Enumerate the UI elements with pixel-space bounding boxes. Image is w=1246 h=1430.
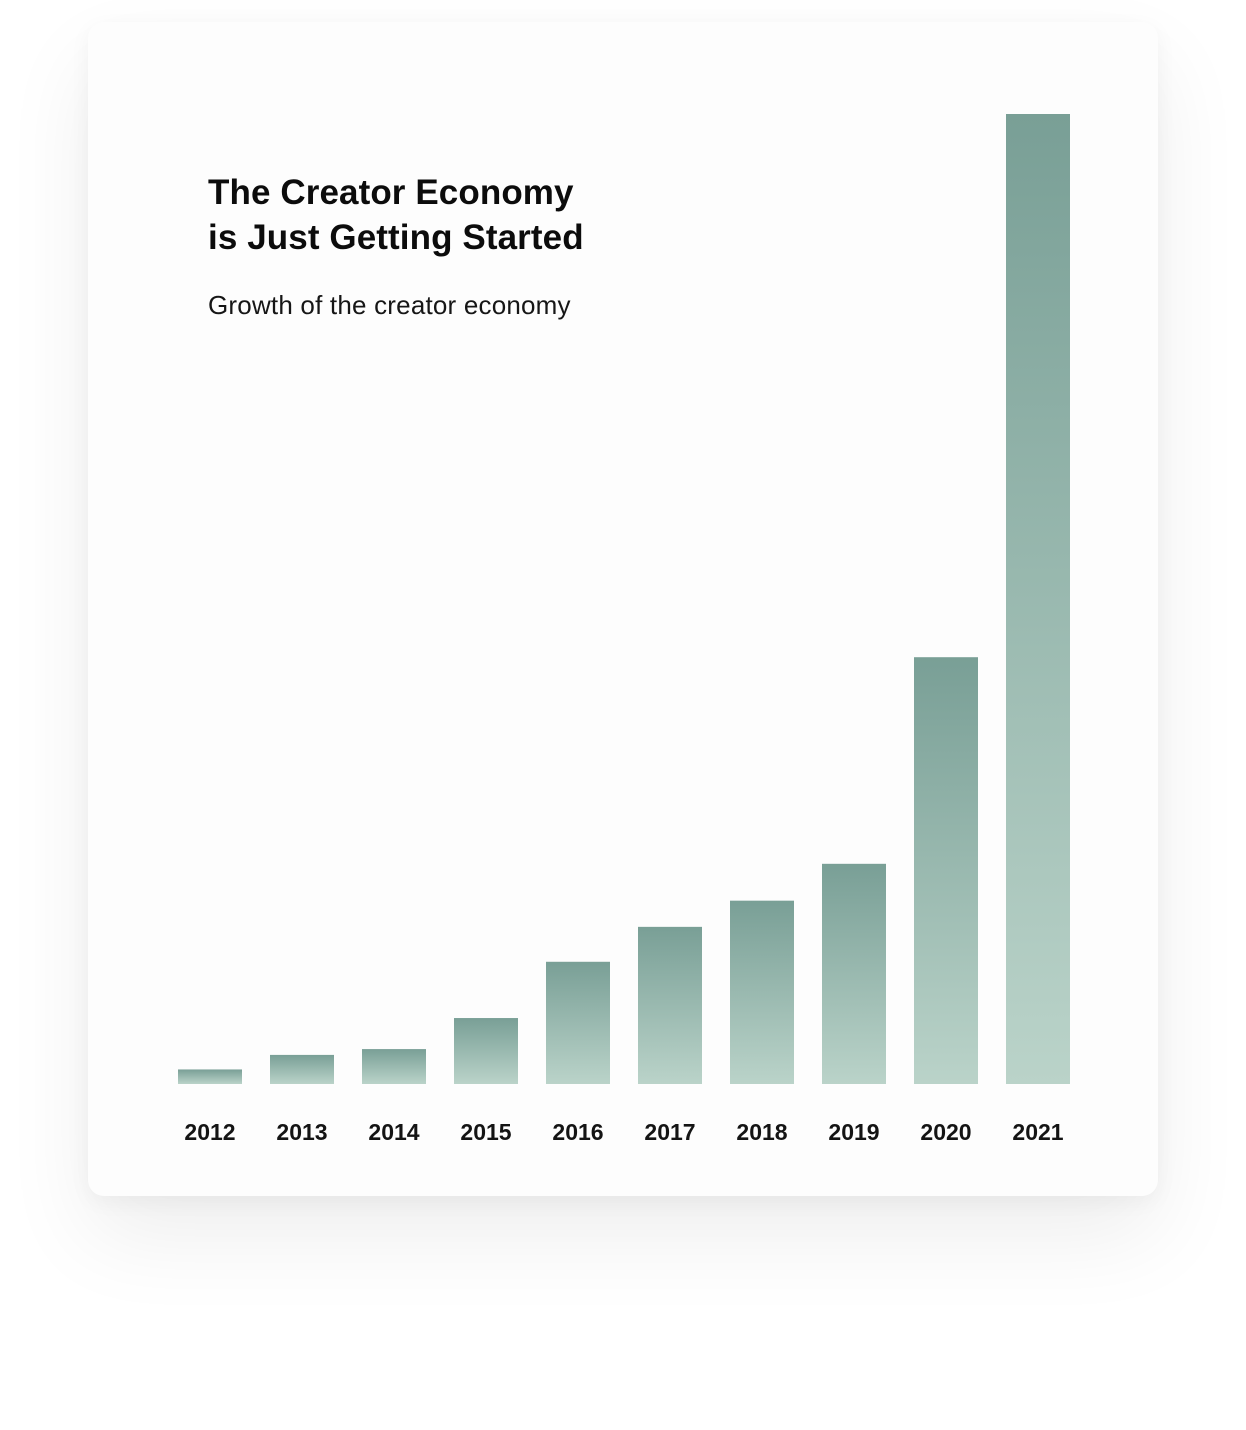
bar-2013 [270, 1054, 334, 1084]
chart-card: The Creator Economy is Just Getting Star… [88, 22, 1158, 1196]
bar-2014 [362, 1049, 426, 1084]
x-tick-label-2012: 2012 [184, 1119, 235, 1145]
x-axis-labels: 2012 2013 2014 2015 2016 2017 2018 2019 2020 2021 [184, 1119, 1063, 1145]
x-tick-label-2021: 2021 [1012, 1119, 1063, 1145]
bar-2017 [638, 926, 702, 1084]
x-tick-label-2019: 2019 [828, 1119, 879, 1145]
bar-2019 [822, 863, 886, 1084]
x-tick-label-2014: 2014 [368, 1119, 419, 1145]
chart-title: The Creator Economy is Just Getting Star… [208, 170, 584, 260]
x-tick-label-2017: 2017 [644, 1119, 695, 1145]
x-tick-label-2018: 2018 [736, 1119, 787, 1145]
bar-2015 [454, 1018, 518, 1084]
bar-2016 [546, 961, 610, 1084]
x-tick-label-2015: 2015 [460, 1119, 511, 1145]
bar-2020 [914, 657, 978, 1084]
x-tick-label-2020: 2020 [920, 1119, 971, 1145]
x-tick-label-2013: 2013 [276, 1119, 327, 1145]
chart-title-line-1: The Creator Economy [208, 173, 574, 212]
bar-2018 [730, 900, 794, 1084]
x-tick-label-2016: 2016 [552, 1119, 603, 1145]
chart-subtitle: Growth of the creator economy [208, 290, 571, 320]
bar-2021 [1006, 114, 1070, 1084]
bar-2012 [178, 1069, 242, 1084]
bars-group [178, 114, 1070, 1084]
bar-chart: 2012 2013 2014 2015 2016 2017 2018 2019 2020 2021 [178, 114, 1070, 1145]
chart-title-line-2: is Just Getting Started [208, 218, 584, 257]
